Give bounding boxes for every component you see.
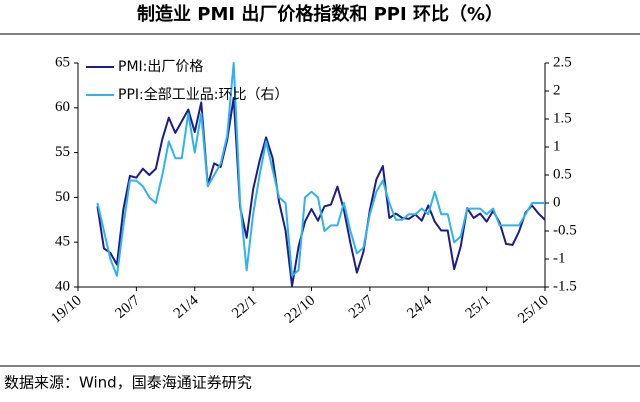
y-tick-label: 65 xyxy=(55,54,70,70)
source: 数据来源：Wind，国泰海通证券研究 xyxy=(4,374,252,392)
x-tick-label: 25/1 xyxy=(463,292,494,321)
y2-tick-label: 2 xyxy=(553,82,561,98)
y-tick-label: 60 xyxy=(55,99,70,115)
y2-tick-label: 0 xyxy=(553,194,561,210)
y-tick-label: 45 xyxy=(55,234,70,250)
x-tick-label: 19/10 xyxy=(48,292,84,326)
x-tick-label: 24/4 xyxy=(404,292,435,322)
y2-tick-label: 2.5 xyxy=(553,54,572,70)
y2-tick-label: -1 xyxy=(553,250,566,266)
legend-label: PMI:出厂价格 xyxy=(118,59,203,75)
x-tick-label: 21/4 xyxy=(171,292,202,322)
series-line xyxy=(96,62,545,277)
y2-tick-label: 0.5 xyxy=(553,166,572,182)
chart-title: 制造业 PMI 出厂价格指数和 PPI 环比（%） xyxy=(137,3,503,25)
y2-tick-label: -0.5 xyxy=(553,222,577,238)
x-tick-label: 22/10 xyxy=(282,292,318,326)
y2-tick-label: 1 xyxy=(553,138,561,154)
legend-label: PPI:全部工业品:环比（右） xyxy=(118,86,288,103)
y2-tick-label: 1.5 xyxy=(553,110,572,126)
y-tick-label: 55 xyxy=(55,144,70,160)
x-tick-label: 20/7 xyxy=(112,292,143,322)
y-tick-label: 50 xyxy=(55,189,70,205)
x-tick-label: 22/1 xyxy=(229,292,260,321)
series-line xyxy=(96,96,546,288)
y2-tick-label: -1.5 xyxy=(553,278,577,294)
x-tick-label: 25/10 xyxy=(515,292,551,326)
y-tick-label: 40 xyxy=(55,278,70,294)
x-tick-label: 23/7 xyxy=(346,292,377,322)
